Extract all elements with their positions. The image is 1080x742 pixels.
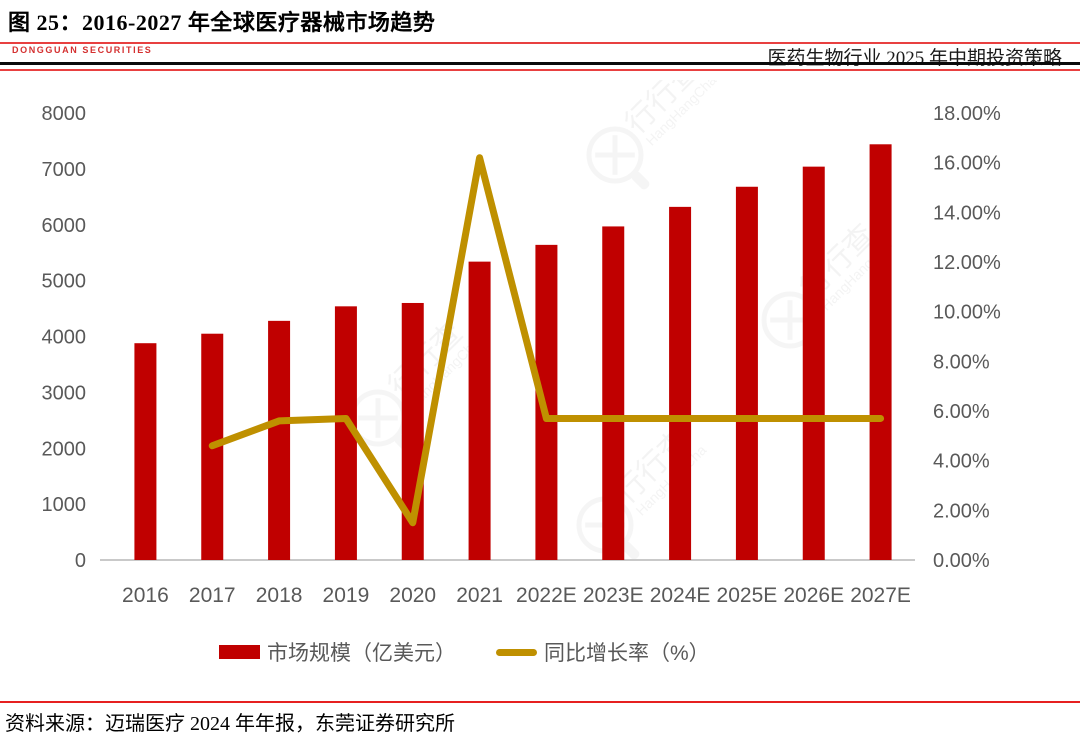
bar-2021 [468,261,491,560]
right-axis-tick-12.00%: 12.00% [933,252,1001,274]
bar-2018 [268,320,291,560]
legend-item-market-size: 市场规模（亿美元） [219,637,456,667]
bar-2025E [735,186,758,560]
growth-rate-line [208,154,885,527]
x-tick-2019: 2019 [323,584,370,607]
chart-legend: 市场规模（亿美元） 同比增长率（%） [219,637,710,667]
header-red-rule-top [0,42,1080,44]
left-axis-tick-7000: 7000 [42,159,87,181]
left-axis-tick-3000: 3000 [42,382,87,404]
x-tick-2016: 2016 [122,584,169,607]
right-axis-tick-14.00%: 14.00% [933,202,1001,224]
x-tick-2018: 2018 [256,584,303,607]
figure-title: 图 25：2016-2027 年全球医疗器械市场趋势 [8,10,436,35]
left-axis-tick-1000: 1000 [42,494,87,516]
right-axis-tick-4.00%: 4.00% [933,451,990,473]
legend-line-label: 同比增长率（%） [544,642,710,665]
left-axis-tick-2000: 2000 [42,438,87,460]
legend-line-swatch [496,648,537,656]
x-tick-2026E: 2026E [783,584,844,607]
source-note: 资料来源：迈瑞医疗 2024 年年报，东莞证券研究所 [5,713,455,735]
header-red-rule-bottom [0,69,1080,71]
bar-2027E [869,144,892,560]
dongguan-securities-logo: DONGGUAN SECURITIES [12,45,153,55]
right-axis-tick-6.00%: 6.00% [933,401,990,423]
x-tick-2023E: 2023E [583,584,644,607]
market-trend-chart: 行行查HangHangCha行行查HangHangCha行行查HangHangC… [42,80,1002,607]
bar-2016 [134,343,157,560]
bar-2023E [602,226,625,560]
x-tick-2027E: 2027E [850,584,911,607]
footer-red-rule [0,701,1080,703]
legend-bar-swatch [219,645,260,659]
left-axis-tick-5000: 5000 [42,271,87,293]
x-tick-2024E: 2024E [650,584,711,607]
right-axis-tick-8.00%: 8.00% [933,351,990,373]
bar-2024E [669,206,692,560]
right-axis-tick-2.00%: 2.00% [933,500,990,522]
legend-item-growth-rate: 同比增长率（%） [496,637,710,667]
x-tick-2021: 2021 [456,584,503,607]
right-axis-tick-0.00%: 0.00% [933,550,990,572]
right-axis-tick-18.00%: 18.00% [933,103,1001,125]
bar-2022E [535,244,558,561]
right-axis-tick-16.00%: 16.00% [933,153,1001,175]
x-tick-2025E: 2025E [717,584,778,607]
x-tick-2020: 2020 [389,584,436,607]
report-title: 医药生物行业 2025 年中期投资策略 [767,48,1062,69]
bar-2026E [802,166,825,560]
left-axis-tick-4000: 4000 [42,327,87,349]
left-axis-tick-8000: 8000 [42,103,87,125]
header-black-rule [0,62,1080,65]
bar-2019 [334,306,357,560]
left-axis-tick-0: 0 [75,550,86,572]
left-axis-tick-6000: 6000 [42,215,87,237]
right-axis-tick-10.00%: 10.00% [933,302,1001,324]
x-tick-2017: 2017 [189,584,236,607]
legend-bar-label: 市场规模（亿美元） [267,642,456,665]
x-tick-2022E: 2022E [516,584,577,607]
